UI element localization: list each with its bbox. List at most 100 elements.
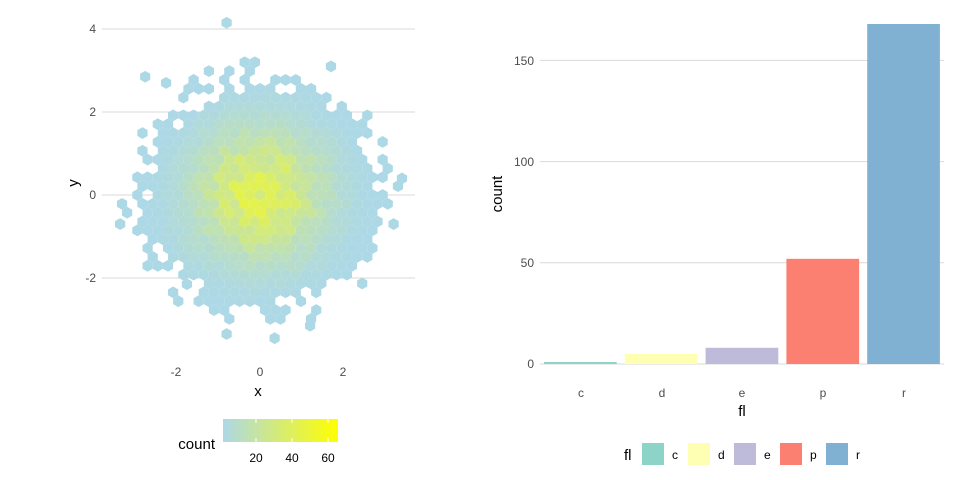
hexbin-cell xyxy=(142,242,153,254)
hexbin-cell xyxy=(224,100,235,113)
hexbin-cell xyxy=(193,153,204,166)
hexbin-cell xyxy=(188,127,199,139)
hexbin-cell xyxy=(341,215,352,228)
hexbin-cell xyxy=(305,153,317,166)
x-tick-label: 0 xyxy=(257,365,264,379)
hexbin-cell xyxy=(249,127,260,139)
hexbin-cell xyxy=(331,109,342,122)
hexbin-cell xyxy=(326,153,337,166)
hexbin-cell xyxy=(265,136,276,148)
hexbin-cell xyxy=(275,171,286,184)
hexbin-cell xyxy=(198,144,209,157)
hexbin-cell xyxy=(265,100,276,113)
hexbin-cell xyxy=(183,136,194,148)
hexbin-cell xyxy=(285,189,296,201)
hexbin-cell xyxy=(198,197,209,210)
hexbin-cell xyxy=(280,304,291,316)
legend-label-c: c xyxy=(672,448,678,462)
hexbin-cell xyxy=(214,259,225,272)
hexbin-cell xyxy=(275,136,286,148)
hexbin-cell xyxy=(316,242,327,254)
hexbin-cell xyxy=(290,109,301,122)
hexbin-cell xyxy=(382,197,393,210)
hexbin-cell xyxy=(229,251,240,263)
hexbin-cell xyxy=(224,277,235,290)
hexbin-cell xyxy=(295,242,306,254)
hexbin-cell xyxy=(219,233,230,246)
hexbin-cell xyxy=(265,189,276,201)
hexbin-cell xyxy=(265,171,276,184)
hexbin-cell xyxy=(140,70,151,83)
hexbin-cell xyxy=(198,268,209,281)
hexbin-cell xyxy=(203,224,215,237)
hexbin-cell xyxy=(305,82,317,95)
hexbin-cell xyxy=(168,109,179,122)
hexbin-cell xyxy=(265,295,276,308)
hexbin-cell xyxy=(265,277,276,290)
hexbin-cell xyxy=(331,233,342,246)
bar-y-axis-title: count xyxy=(489,175,506,213)
hexbin-cell xyxy=(357,189,368,201)
hexbin-cell xyxy=(244,136,255,148)
hexbin-cell xyxy=(260,109,271,122)
hexbin-cell xyxy=(316,224,327,237)
colorbar-tick-label: 40 xyxy=(285,451,299,465)
hexbin-cell xyxy=(254,259,266,272)
hexbin-cell xyxy=(224,189,235,201)
hexbin-cell xyxy=(173,242,184,254)
hexbin-cell xyxy=(285,277,296,290)
hexbin-cell xyxy=(219,144,230,157)
hexbin-cell xyxy=(239,162,250,175)
hexbin-cell xyxy=(219,215,230,228)
hexbin-cell xyxy=(219,304,230,316)
hexbin-cell xyxy=(362,233,373,246)
hexbin-cell xyxy=(229,144,240,157)
hexbin-cell xyxy=(295,206,306,219)
hexbin-cell xyxy=(173,171,184,184)
y-tick-label: 4 xyxy=(89,22,96,36)
hexbin-cell xyxy=(178,197,189,210)
hexbin-cell xyxy=(244,224,255,237)
hexbin-cell xyxy=(285,224,296,237)
hexbin-cell xyxy=(157,197,169,210)
hexbin-cell xyxy=(316,206,327,219)
hexbin-cell xyxy=(280,91,291,104)
hexbin-cell xyxy=(305,206,317,219)
hexbin-cell xyxy=(152,136,163,148)
legend-label-d: d xyxy=(718,448,725,462)
hexbin-cell xyxy=(300,251,312,263)
hexbin-cell xyxy=(336,242,347,254)
hexbin-cell xyxy=(178,233,189,246)
hexbin-cell xyxy=(321,215,332,228)
hexbin-cell xyxy=(362,197,373,210)
hexbin-cell xyxy=(224,171,235,184)
y-tick-label: -2 xyxy=(85,271,96,285)
hexbin-cell xyxy=(316,118,327,131)
hexbin-cell xyxy=(311,162,322,175)
hexbin-cell xyxy=(183,224,194,237)
hexbin-cell xyxy=(305,259,317,272)
bar-panel: 0 50 100 150 c d e p r fl count fl c d e… xyxy=(489,24,944,465)
hexbin-cell xyxy=(331,144,342,157)
hexbin-cell xyxy=(290,215,301,228)
hexbin-cell xyxy=(377,136,388,148)
hexbin-cell xyxy=(351,215,363,228)
hexbin-cell xyxy=(300,162,312,175)
hexbin-cell xyxy=(208,304,220,316)
bar-y-tick-labels: 0 50 100 150 xyxy=(514,54,534,371)
y-tick-label: 0 xyxy=(527,357,534,371)
hexbin-cell xyxy=(147,180,158,193)
hexbin-cell xyxy=(142,224,153,237)
hexbin-cell xyxy=(188,268,199,281)
hexbin-cell xyxy=(162,118,174,131)
hexbin-cell xyxy=(321,91,332,104)
hexbin-cell xyxy=(168,251,179,263)
y-tick-label: 0 xyxy=(89,188,96,202)
hexbin-cell xyxy=(219,197,230,210)
hexbin-cell xyxy=(193,259,204,272)
hexbin-cell xyxy=(234,259,245,272)
hexbin-cell xyxy=(173,295,184,308)
hexbin-cell xyxy=(270,215,281,228)
hexbin-cell xyxy=(183,242,194,254)
hexbin-cell xyxy=(162,224,174,237)
